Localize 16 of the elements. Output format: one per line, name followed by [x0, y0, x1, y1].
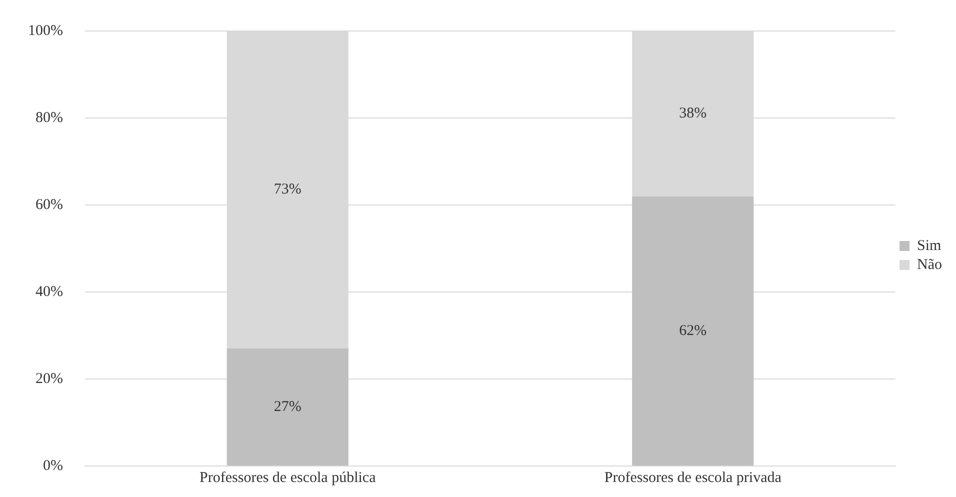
data-label: 38%	[679, 106, 707, 122]
y-tick-label: 60%	[35, 196, 63, 213]
x-tick-label: Professores de escola pública	[200, 470, 376, 486]
legend-label: Sim	[917, 238, 942, 254]
data-label: 27%	[274, 398, 302, 415]
y-tick-label: 20%	[35, 370, 63, 387]
y-tick-label: 0%	[42, 458, 63, 474]
data-label: 73%	[274, 182, 302, 198]
legend-label: Não	[917, 256, 942, 273]
x-tick-label: Professores de escola privada	[604, 470, 782, 486]
data-label: 62%	[679, 322, 707, 339]
bar	[226, 348, 348, 466]
bar	[632, 196, 754, 466]
y-tick-label: 40%	[35, 284, 63, 300]
y-tick-label: 100%	[28, 22, 63, 39]
y-tick-label: 80%	[35, 110, 63, 126]
